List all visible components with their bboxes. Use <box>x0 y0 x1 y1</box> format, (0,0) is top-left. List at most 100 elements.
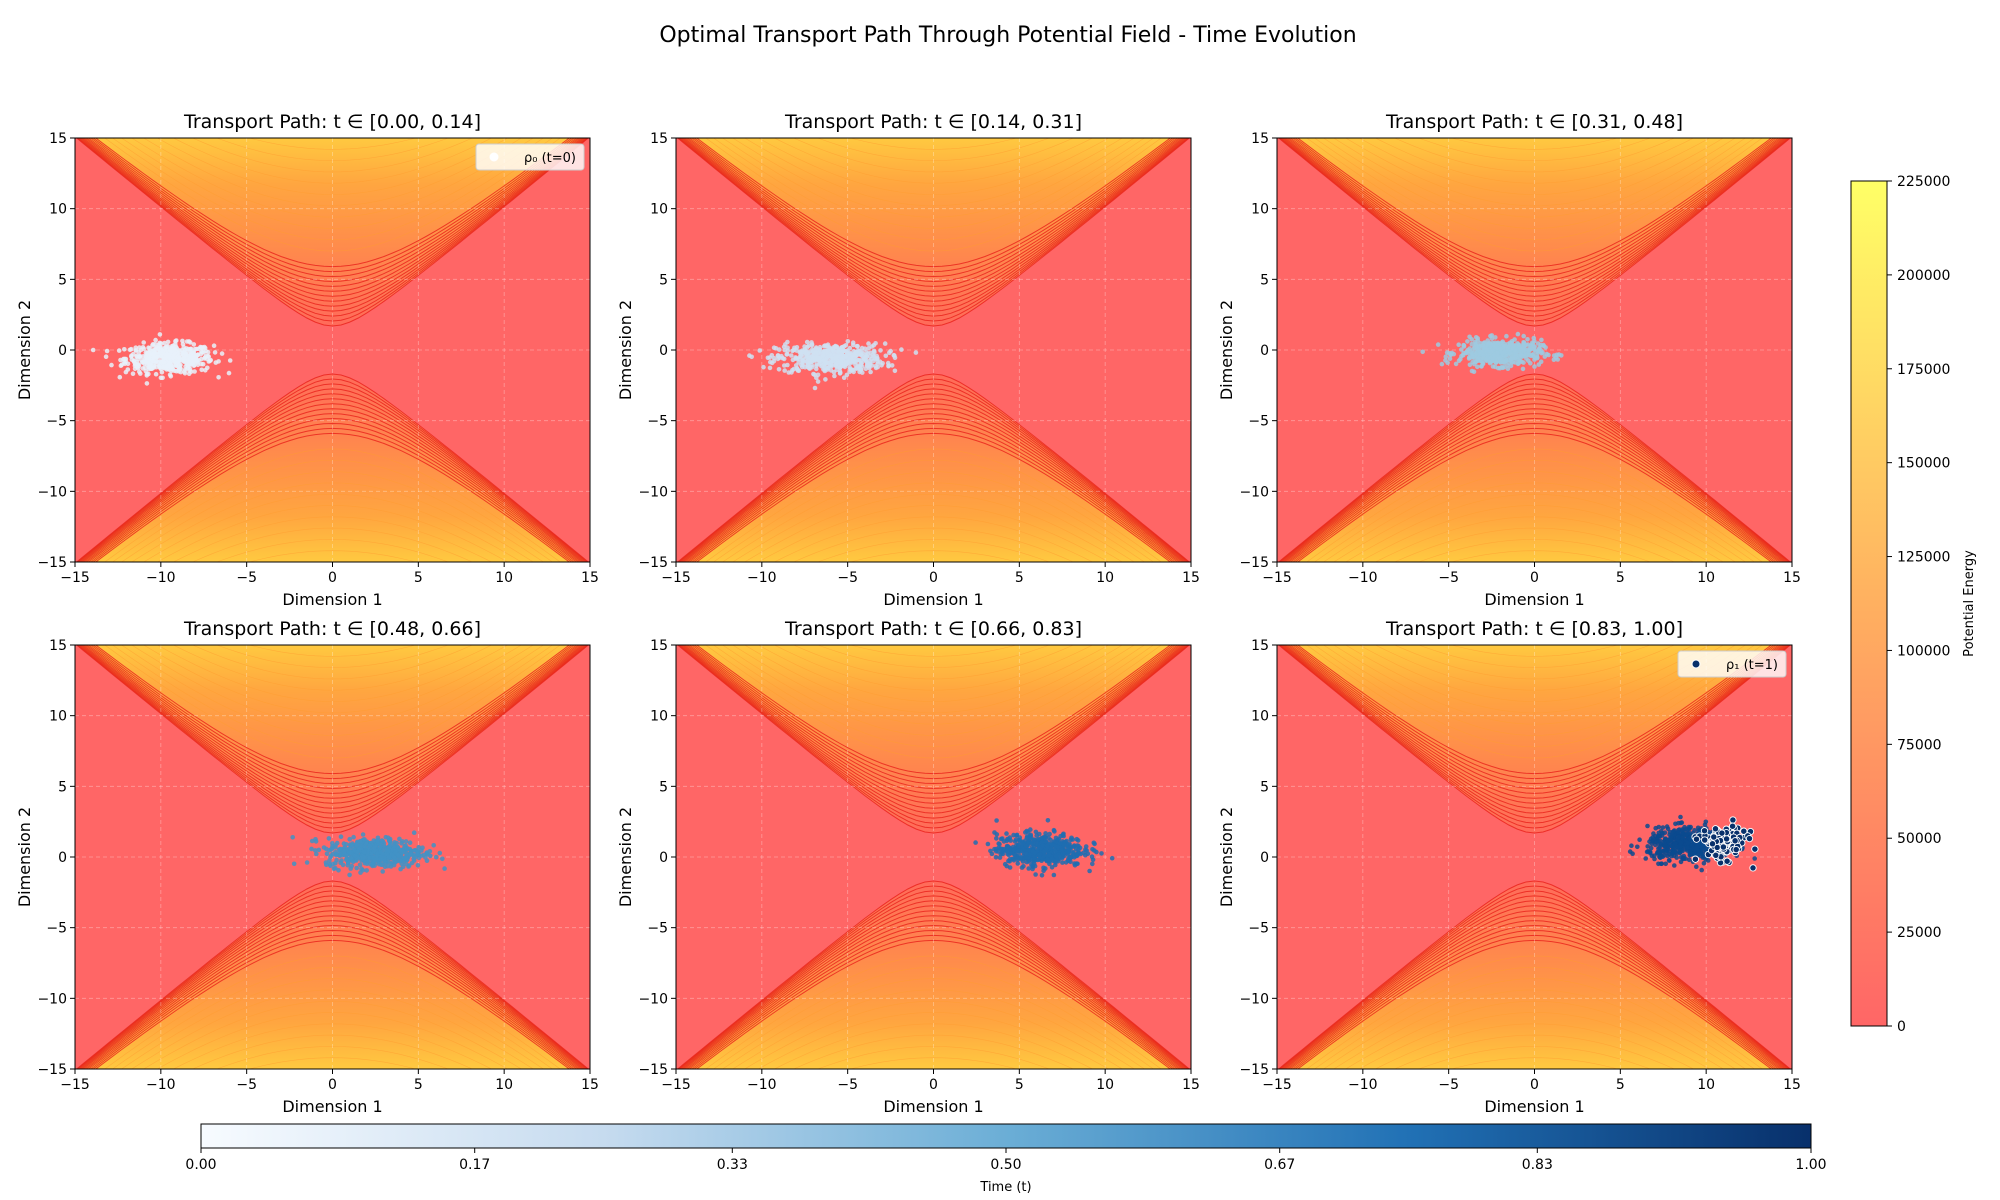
particle-point <box>117 374 123 380</box>
potential-field <box>676 645 1191 1069</box>
particle-point <box>1699 867 1704 873</box>
contour-line <box>1374 516 1695 562</box>
upper-potential-wedge <box>76 138 589 326</box>
particle-point <box>875 361 880 366</box>
colorbar-label: Potential Energy <box>1962 550 1977 657</box>
contour-line <box>143 493 522 562</box>
panel-3: −15 −10 −5 0 5 10 15 −15 −10 −5 0 5 10 15 Transport Pa… <box>1217 111 1801 609</box>
particle-point <box>304 860 310 865</box>
particle-point <box>188 346 193 352</box>
contour-line <box>172 138 493 184</box>
y-tick-label: 0 <box>1260 850 1269 866</box>
particle-point <box>1060 832 1066 837</box>
particle-point <box>128 346 134 352</box>
contour-line <box>81 398 584 562</box>
particle-point <box>800 362 805 368</box>
particle-point <box>1447 356 1453 362</box>
contour-line <box>90 929 575 1069</box>
contour-line <box>1394 527 1675 562</box>
particle-point <box>150 343 155 348</box>
particle-point <box>851 342 856 348</box>
contour-line <box>757 505 1110 562</box>
particle-point <box>1660 825 1666 830</box>
contour-line <box>92 138 573 273</box>
x-tick-label: 0 <box>1530 570 1539 586</box>
contour-line <box>683 645 1184 804</box>
target-point <box>1692 835 1701 843</box>
particle-point <box>142 359 148 364</box>
particle-point <box>820 353 826 359</box>
target-point <box>1691 855 1700 863</box>
contour-line <box>676 138 1191 327</box>
particle-point <box>839 356 844 362</box>
particle-point <box>386 854 392 860</box>
particle-point <box>309 846 314 852</box>
particle-point <box>1650 835 1655 840</box>
particle-point <box>1695 825 1701 831</box>
contour-line <box>676 645 1191 834</box>
colorbar-tick-label: 0 <box>1897 1019 1906 1035</box>
particle-point <box>993 855 999 860</box>
particle-point <box>1516 342 1522 348</box>
contour-line <box>676 880 1191 1069</box>
contour-line <box>817 645 1050 668</box>
particle-point <box>761 364 766 370</box>
y-tick-label: 0 <box>58 850 67 866</box>
particle-point <box>809 343 815 348</box>
contour-line <box>721 978 1146 1069</box>
contour-line <box>82 910 583 1069</box>
y-tick-label: 10 <box>650 202 668 218</box>
y-tick-label: 0 <box>58 343 67 359</box>
particle-point <box>1109 855 1115 861</box>
particle-point <box>1649 853 1655 859</box>
particle-point <box>1053 854 1059 859</box>
particle-point <box>757 348 762 353</box>
particle-point <box>1033 872 1038 877</box>
particle-point <box>153 358 159 364</box>
particle-point <box>821 344 827 349</box>
particle-point <box>388 861 394 867</box>
particle-point <box>1057 841 1063 846</box>
y-axis-label: Dimension 2 <box>616 807 635 907</box>
contour-line <box>88 417 577 562</box>
particle-point <box>400 839 405 844</box>
particle-point <box>822 359 828 365</box>
particle-point <box>1008 847 1013 852</box>
particle-point <box>1648 845 1654 851</box>
contour-line <box>773 645 1094 691</box>
particle-point <box>133 348 139 353</box>
particle-point <box>227 358 233 363</box>
contour-line <box>1281 393 1788 562</box>
particle-point <box>1053 857 1059 863</box>
y-tick-label: −15 <box>1239 1062 1269 1078</box>
time-colorbar-gradient <box>200 1123 1812 1149</box>
contour-line <box>695 432 1172 562</box>
particle-point <box>1663 843 1668 849</box>
particle-point <box>845 359 850 365</box>
particle-point <box>290 835 296 840</box>
particle-point <box>1506 348 1511 353</box>
y-tick-label: 5 <box>58 779 67 795</box>
particle-point <box>886 363 891 369</box>
target-point <box>1728 822 1737 830</box>
panel-1: −15 −10 −5 0 5 10 15 −15 −10 −5 0 5 10 15 Transport Pa… <box>15 111 599 609</box>
particle-point <box>200 361 206 367</box>
particle-point <box>135 366 141 371</box>
y-tick-label: 0 <box>1260 343 1269 359</box>
particle-point <box>1531 344 1536 350</box>
particle-point <box>875 364 880 370</box>
particle-point <box>800 348 805 353</box>
particle-point <box>1051 872 1057 878</box>
particle-point <box>794 348 799 353</box>
particle-point <box>1473 342 1478 347</box>
contour-line <box>1358 505 1711 562</box>
particle-point <box>823 377 828 382</box>
particle-point <box>1000 836 1005 841</box>
contour-line <box>84 138 581 292</box>
particle-point <box>338 834 344 839</box>
particle-point <box>811 371 816 377</box>
particle-point <box>199 367 204 373</box>
particle-point <box>437 850 443 856</box>
particle-point <box>198 351 204 357</box>
y-tick-label: 5 <box>58 272 67 288</box>
